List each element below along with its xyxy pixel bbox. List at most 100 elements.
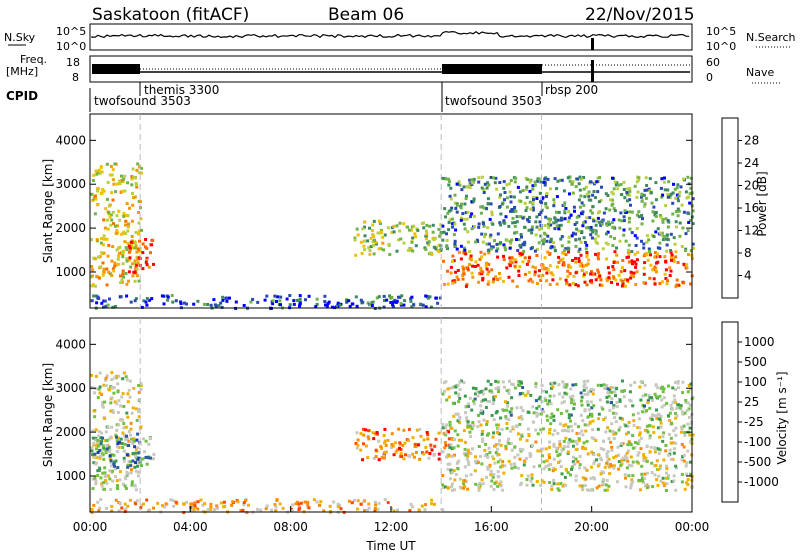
data-cell bbox=[545, 390, 548, 394]
data-cell bbox=[567, 235, 571, 239]
data-cell bbox=[691, 197, 695, 201]
data-cell bbox=[368, 226, 371, 230]
data-cell bbox=[454, 473, 458, 476]
data-cell bbox=[493, 461, 497, 465]
data-cell bbox=[596, 176, 600, 180]
data-cell bbox=[482, 206, 486, 210]
data-cell bbox=[634, 265, 638, 269]
data-cell bbox=[438, 296, 442, 300]
data-cell bbox=[135, 185, 139, 189]
data-cell bbox=[103, 299, 107, 303]
data-cell bbox=[108, 457, 112, 461]
data-cell bbox=[356, 438, 360, 442]
data-cell bbox=[531, 187, 535, 191]
data-cell bbox=[457, 250, 461, 254]
data-cell bbox=[560, 235, 564, 239]
data-cell bbox=[610, 448, 614, 452]
data-cell bbox=[653, 447, 657, 451]
data-cell bbox=[496, 232, 500, 236]
data-cell bbox=[432, 453, 436, 457]
data-cell bbox=[466, 422, 470, 426]
data-cell bbox=[564, 207, 568, 210]
data-cell bbox=[99, 192, 103, 195]
data-cell bbox=[327, 300, 331, 304]
data-cell bbox=[509, 209, 513, 213]
data-cell bbox=[539, 483, 543, 487]
data-cell bbox=[546, 177, 550, 181]
data-cell bbox=[652, 431, 656, 435]
data-cell bbox=[109, 459, 113, 463]
data-cell bbox=[135, 499, 139, 503]
data-cell bbox=[475, 390, 479, 394]
data-cell bbox=[454, 206, 458, 210]
data-cell bbox=[122, 371, 126, 375]
data-cell bbox=[298, 297, 302, 301]
data-cell bbox=[219, 501, 223, 505]
data-cell bbox=[468, 396, 472, 400]
data-cell bbox=[533, 183, 537, 187]
data-cell bbox=[98, 371, 102, 375]
data-cell bbox=[571, 439, 575, 443]
data-cell bbox=[625, 432, 628, 436]
data-cell bbox=[568, 395, 572, 399]
data-cell bbox=[191, 505, 195, 509]
data-cell bbox=[518, 254, 522, 257]
data-cell bbox=[464, 252, 468, 256]
data-cell bbox=[673, 447, 677, 451]
data-cell bbox=[535, 254, 539, 257]
data-cell bbox=[600, 185, 603, 189]
data-cell bbox=[545, 414, 549, 418]
freq-band-1 bbox=[92, 64, 140, 74]
data-cell bbox=[103, 417, 107, 420]
data-cell bbox=[453, 222, 457, 226]
data-cell bbox=[374, 448, 378, 452]
data-cell bbox=[528, 180, 532, 184]
data-cell bbox=[112, 460, 116, 464]
data-cell bbox=[299, 501, 303, 505]
data-cell bbox=[130, 177, 134, 181]
data-cell bbox=[372, 437, 376, 441]
data-cell bbox=[424, 237, 428, 241]
data-cell bbox=[549, 462, 552, 466]
data-cell bbox=[623, 284, 627, 288]
data-cell bbox=[625, 451, 629, 455]
data-cell bbox=[621, 282, 625, 286]
data-cell bbox=[464, 284, 468, 288]
data-cell bbox=[94, 169, 98, 173]
data-cell bbox=[592, 476, 596, 480]
data-cell bbox=[361, 227, 365, 231]
data-cell bbox=[225, 296, 229, 300]
data-cell bbox=[498, 439, 501, 443]
data-cell bbox=[446, 486, 450, 490]
data-cell bbox=[636, 453, 640, 457]
data-cell bbox=[446, 269, 449, 273]
data-cell bbox=[497, 423, 501, 427]
data-cell bbox=[614, 432, 618, 436]
data-cell bbox=[443, 207, 447, 211]
data-cell bbox=[518, 457, 522, 461]
data-cell bbox=[605, 455, 609, 459]
data-cell bbox=[380, 230, 384, 234]
data-cell bbox=[466, 240, 470, 244]
data-cell bbox=[674, 426, 678, 430]
data-cell bbox=[568, 283, 572, 287]
data-cell bbox=[547, 226, 551, 230]
data-cell bbox=[558, 277, 562, 281]
data-cell bbox=[521, 386, 525, 389]
nave-tick-top: 60 bbox=[706, 56, 720, 69]
data-cell bbox=[606, 242, 610, 246]
data-cell bbox=[265, 504, 269, 508]
data-cell bbox=[545, 192, 549, 195]
data-cell bbox=[526, 390, 530, 393]
data-cell bbox=[196, 500, 200, 504]
data-cell bbox=[407, 439, 410, 442]
data-cell bbox=[646, 399, 650, 403]
data-cell bbox=[377, 501, 381, 505]
nsearch-tick-bottom: 10^0 bbox=[706, 40, 736, 53]
data-cell bbox=[591, 272, 595, 276]
data-cell bbox=[101, 273, 105, 277]
data-cell bbox=[474, 240, 478, 244]
data-cell bbox=[484, 387, 488, 391]
data-cell bbox=[399, 455, 403, 458]
data-cell bbox=[634, 262, 638, 266]
